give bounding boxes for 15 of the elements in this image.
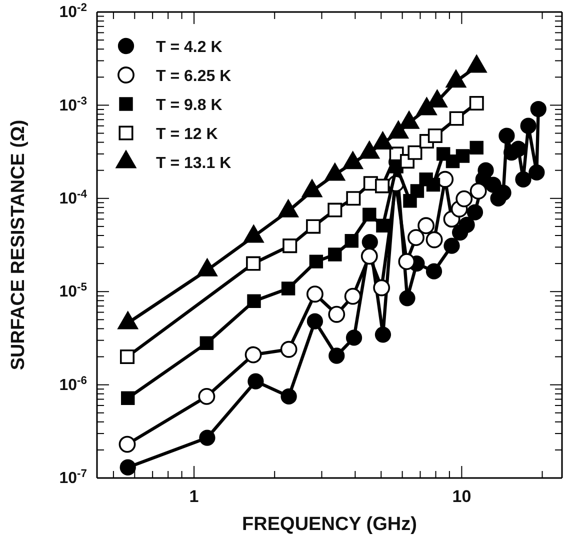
y-tick-label: 10$^{-4}$ (59, 188, 88, 208)
legend-label: T = 4.2 K (156, 39, 223, 56)
y-axis-title: SURFACE RESISTANCE (Ω) (8, 120, 29, 370)
legend-label: T = 6.25 K (156, 68, 232, 85)
x-tick-label: 10 (452, 487, 472, 506)
legend-label: T = 13.1 K (156, 155, 232, 172)
legend-label: T = 9.8 K (156, 97, 223, 114)
y-tick-label: 10$^{-6}$ (59, 374, 87, 394)
legend-label: T = 12 K (156, 126, 218, 143)
y-tick-label: 10$^{-7}$ (59, 468, 87, 488)
x-tick-label: 1 (189, 487, 199, 506)
y-tick-label: 10$^{-5}$ (59, 282, 87, 301)
y-tick-label: 10$^{-3}$ (59, 95, 87, 114)
x-axis-title: FREQUENCY (GHz) (242, 514, 417, 535)
y-tick-label: 10$^{-2}$ (59, 2, 87, 22)
